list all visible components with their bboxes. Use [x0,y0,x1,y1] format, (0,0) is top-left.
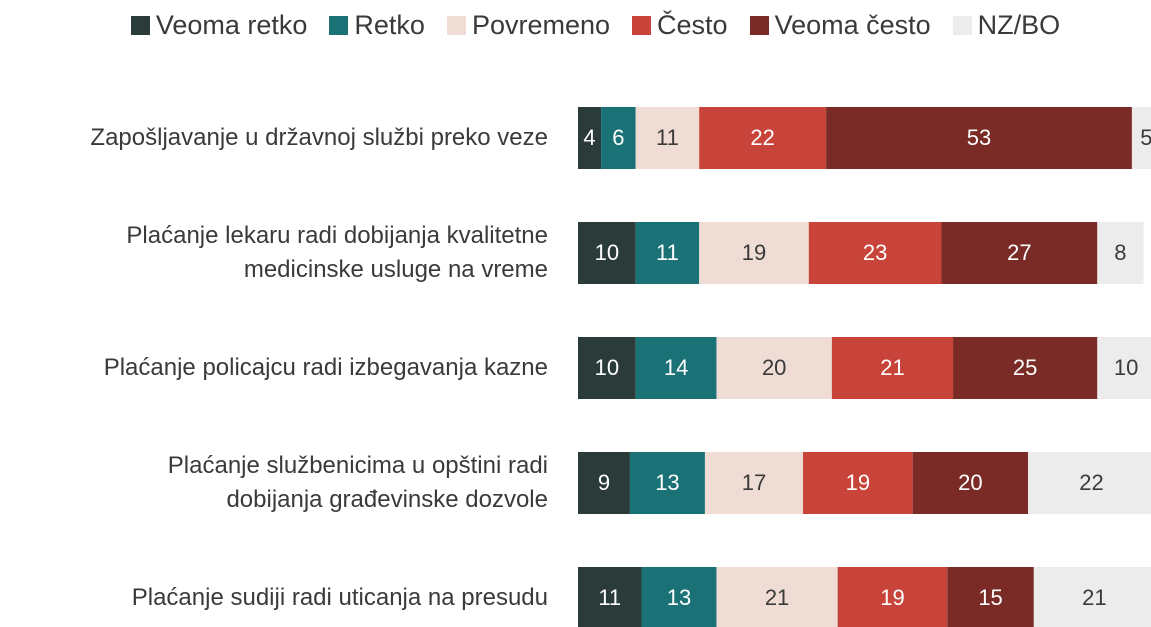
data-label: 15 [978,585,1002,610]
legend-swatch [329,16,349,35]
bar-segment [601,107,636,169]
data-label: 4 [583,125,595,150]
data-label: 20 [762,355,786,380]
category-label: Plaćanje lekaru radi dobijanja kvalitetn… [126,222,548,283]
data-label: 23 [863,240,887,265]
bar-segment [1097,222,1144,284]
bar-segment [578,107,602,169]
data-label: 6 [612,125,624,150]
category-label: Plaćanje policajcu radi izbegavanja kazn… [103,354,548,381]
data-label: 13 [667,585,691,610]
legend-label: Povremeno [471,10,611,40]
legend-item: Često [632,10,728,41]
data-label: 21 [765,585,789,610]
bar-segment [635,222,700,284]
data-label: 8 [1114,240,1126,265]
data-label: 20 [958,470,982,495]
bar-segment [635,107,700,169]
bar-segment [837,567,948,627]
bar-segment [1097,337,1151,399]
bar-segment [803,452,913,514]
data-label: 19 [880,585,904,610]
bar-segment [912,452,1029,514]
legend-label: Veoma često [774,10,931,40]
data-label: 21 [1082,585,1106,610]
bar-segment [578,337,636,399]
data-label: 21 [880,355,904,380]
legend-swatch [446,16,466,35]
bar-segment [826,107,1132,169]
category-label: Zapošljavanje u državnoj službi preko ve… [90,124,548,151]
data-label: 17 [742,470,766,495]
data-label: 5 [1140,125,1151,150]
bar-segment [641,567,717,627]
legend-label: NZ/BO [977,10,1061,40]
category-label: Plaćanje sudiji radi uticanja na presudu [131,584,548,611]
legend-item: Veoma retko [130,10,308,41]
legend-swatch [952,16,972,35]
legend-swatch [130,16,150,35]
bar-segment [578,567,642,627]
bar-segment [629,452,705,514]
data-label: 53 [967,125,991,150]
legend-swatch [749,16,769,35]
bar-segment [704,452,804,514]
bar-segment [699,107,827,169]
bar-segment [941,222,1098,284]
data-label: 13 [655,470,679,495]
legend-label: Veoma retko [155,10,308,40]
legend-swatch [632,16,652,35]
bar-segment [578,222,636,284]
bar-segment [716,337,832,399]
bar-segment [716,567,838,627]
data-label: 25 [1013,355,1037,380]
data-label: 27 [1007,240,1031,265]
bar-segment [1131,107,1151,169]
bar-segment [1028,452,1151,514]
bar-segment [947,567,1034,627]
bar-segment [808,222,942,284]
bar-segment [699,222,809,284]
bar-segment [578,452,630,514]
data-label: 10 [595,240,619,265]
data-label: 9 [598,470,610,495]
data-label: 14 [664,355,688,380]
legend-item: NZ/BO [952,10,1061,41]
data-label: 11 [656,125,679,150]
legend-item: Veoma često [749,10,931,41]
legend-label: Često [657,10,728,40]
data-label: 22 [1079,470,1103,495]
legend-label: Retko [354,10,425,40]
legend-item: Retko [329,10,425,41]
bar-segment [635,337,717,399]
data-label: 22 [750,125,774,150]
bar-segment [831,337,954,399]
data-label: 10 [595,355,619,380]
data-label: 19 [742,240,766,265]
bar-segment [953,337,1098,399]
category-label: Plaćanje službenicima u opštini radi dob… [167,452,548,513]
legend: Veoma retko Retko Povremeno Često Veoma čest… [0,10,1151,41]
data-label: 11 [598,585,621,610]
bar-segment [1033,567,1151,627]
data-label: 19 [846,470,870,495]
data-label: 11 [656,240,679,265]
data-label: 10 [1114,355,1138,380]
legend-item: Povremeno [446,10,611,41]
